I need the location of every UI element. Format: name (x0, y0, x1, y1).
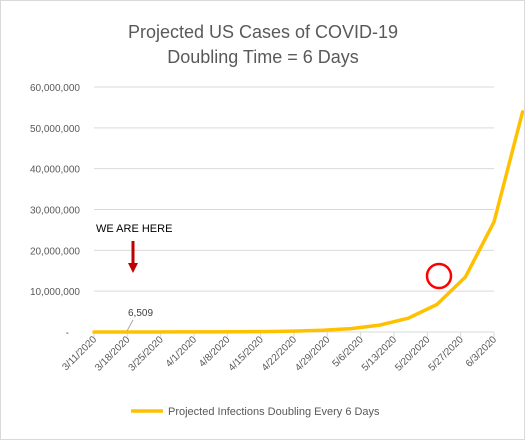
series-line-projected-infections (92, 110, 524, 334)
y-tick-labels: - 10,000,000 20,000,000 30,000,000 40,000,00… (30, 83, 80, 339)
x-tick-label: 3/25/2020 (127, 334, 167, 374)
y-tick-label: 20,000,000 (30, 246, 80, 257)
legend: Projected Infections Doubling Every 6 Da… (131, 406, 380, 418)
gridlines (94, 86, 494, 292)
chart-title-line-2: Doubling Time = 6 Days (167, 47, 359, 67)
x-tick-label: 5/13/2020 (360, 334, 400, 374)
x-tick-label: 4/22/2020 (260, 334, 300, 374)
x-tick-label: 5/20/2020 (393, 334, 433, 374)
y-tick-label: 40,000,000 (30, 165, 80, 176)
legend-label: Projected Infections Doubling Every 6 Da… (168, 406, 380, 418)
x-tick-label: 6/3/2020 (464, 334, 500, 370)
y-tick-label: 10,000,000 (30, 287, 80, 298)
y-tick-label: 50,000,000 (30, 124, 80, 135)
data-label-6509: 6,509 (128, 308, 153, 319)
we-are-here-label: WE ARE HERE (96, 223, 172, 235)
x-tick-label: 5/27/2020 (427, 334, 467, 374)
x-tick-label: 4/1/2020 (164, 334, 200, 370)
y-tick-label: 30,000,000 (30, 206, 80, 217)
x-tick-labels: 3/11/20203/18/20203/25/20204/1/20204/8/2… (60, 334, 499, 374)
highlight-circle (425, 262, 453, 290)
x-tick-label: 4/29/2020 (293, 334, 333, 374)
y-tick-label: - (66, 328, 69, 339)
we-are-here-arrow (128, 241, 138, 273)
x-tick-label: 4/15/2020 (227, 334, 267, 374)
chart-title-line-1: Projected US Cases of COVID-19 (128, 22, 398, 42)
y-tick-label: 60,000,000 (30, 83, 80, 94)
data-label-leader-line (126, 319, 134, 332)
x-tick-label: 3/18/2020 (93, 334, 133, 374)
